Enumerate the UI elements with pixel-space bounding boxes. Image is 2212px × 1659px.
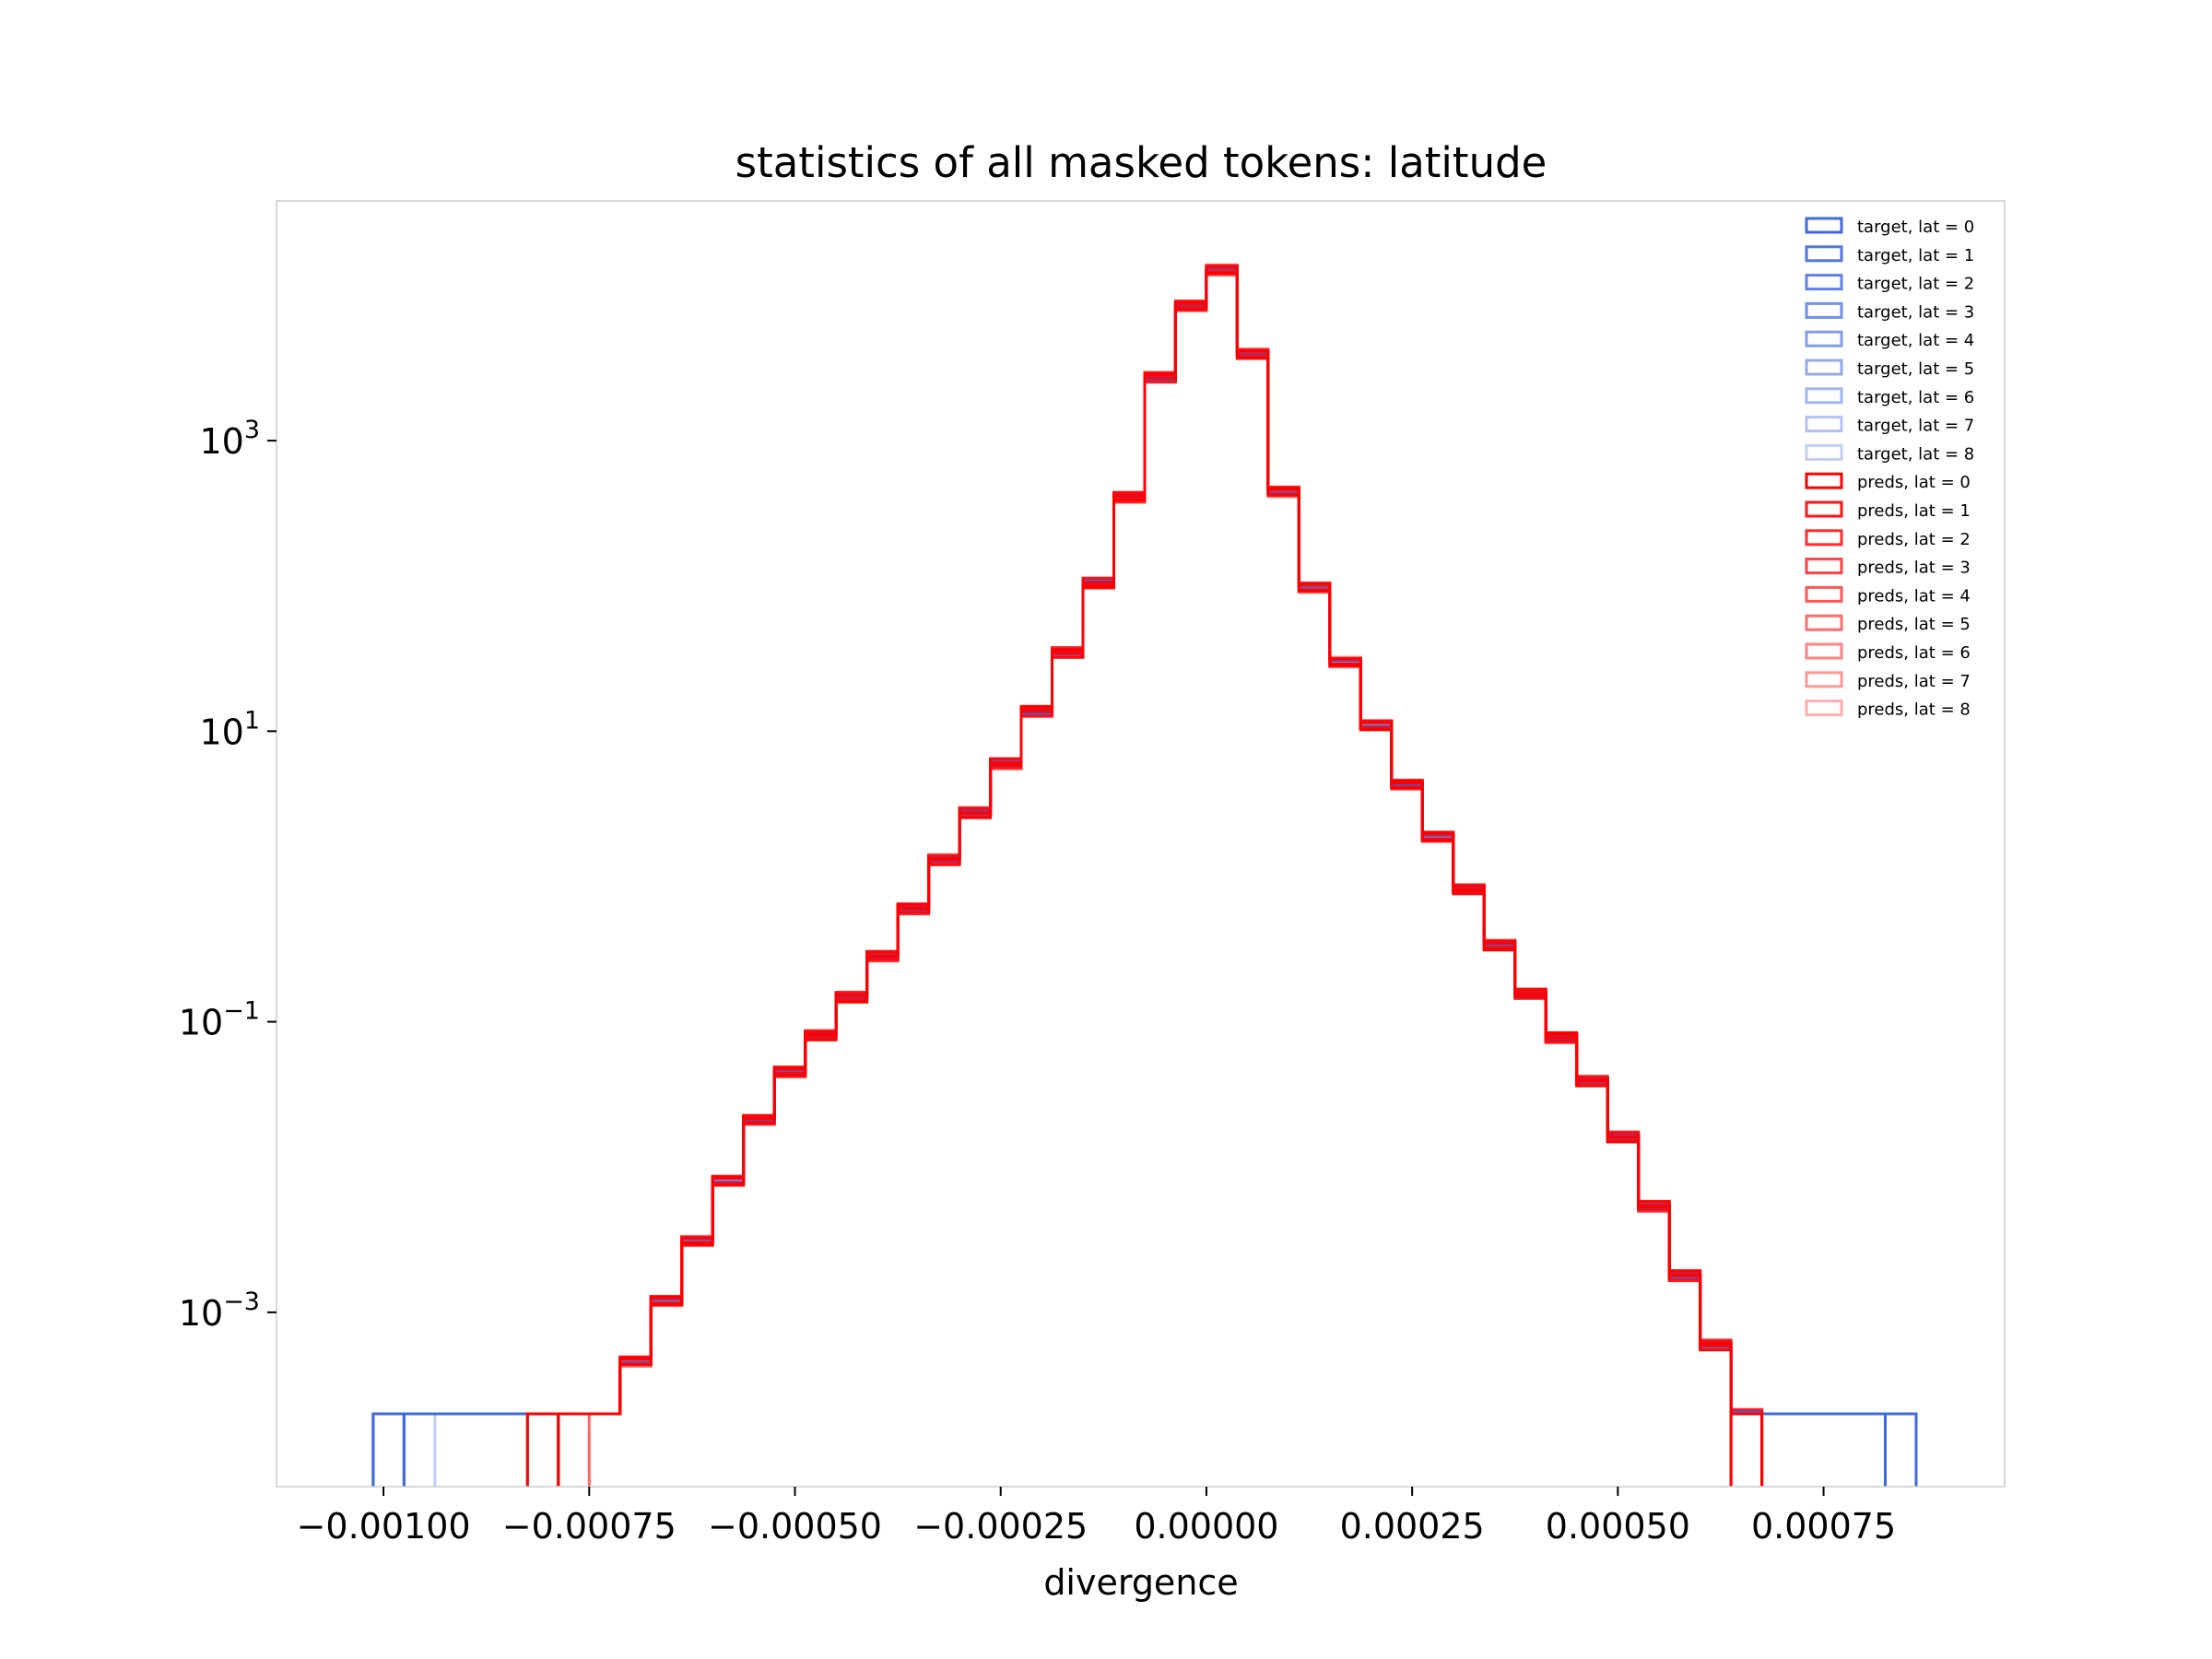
legend-label: target, lat = 6 <box>1857 388 1974 407</box>
legend-label: target, lat = 0 <box>1857 218 1974 237</box>
legend-swatch <box>1805 217 1843 234</box>
legend-label: target, lat = 3 <box>1857 302 1974 322</box>
legend-swatch <box>1805 642 1843 660</box>
legend-swatch <box>1805 700 1843 717</box>
legend-label: target, lat = 4 <box>1857 331 1974 350</box>
x-tick-label: −0.00050 <box>708 1506 882 1547</box>
histogram-series-preds-lat-8 <box>587 273 1733 1487</box>
x-tick-label: 0.00025 <box>1340 1506 1485 1547</box>
x-axis: −0.00100 −0.00075 −0.00050 −0.00025 0.00000 0… <box>297 1487 1896 1547</box>
plot-frame <box>276 200 2006 1488</box>
legend-label: target, lat = 7 <box>1857 417 1974 436</box>
legend-label: preds, lat = 1 <box>1857 501 1971 521</box>
x-tick-label: −0.00025 <box>913 1506 1088 1547</box>
y-tick-label: 10−1 <box>179 997 260 1043</box>
legend-label: target, lat = 8 <box>1857 444 1974 464</box>
chart-title: statistics of all masked tokens: latitud… <box>735 138 1547 187</box>
legend-swatch <box>1805 500 1843 518</box>
legend-label: preds, lat = 0 <box>1857 473 1971 492</box>
legend-swatch <box>1805 416 1843 433</box>
legend-label: preds, lat = 6 <box>1857 643 1971 663</box>
legend-label: preds, lat = 2 <box>1857 530 1971 549</box>
legend-label: preds, lat = 8 <box>1857 700 1971 720</box>
histogram-series-preds-lat-7 <box>587 268 1733 1487</box>
legend-swatch <box>1805 472 1843 489</box>
legend-label: preds, lat = 5 <box>1857 615 1971 634</box>
legend-label: target, lat = 5 <box>1857 359 1974 379</box>
histogram-series-preds-lat-5 <box>557 269 1733 1487</box>
legend-swatch <box>1805 301 1843 319</box>
legend-swatch <box>1805 529 1843 547</box>
legend-label: preds, lat = 3 <box>1857 559 1971 578</box>
legend-swatch <box>1805 359 1843 376</box>
legend-swatch <box>1805 274 1843 291</box>
y-tick-label: 101 <box>199 706 260 752</box>
legend-swatch <box>1805 330 1843 347</box>
legend-swatch <box>1805 585 1843 603</box>
x-axis-label: divergence <box>1043 1562 1238 1603</box>
y-tick-label: 103 <box>199 416 260 462</box>
legend: target, lat = 0 target, lat = 1 target, la… <box>1805 217 1974 720</box>
x-tick-label: −0.00100 <box>297 1506 471 1547</box>
legend-swatch <box>1805 671 1843 688</box>
histogram-series-preds-lat-6 <box>557 263 1733 1487</box>
legend-label: target, lat = 2 <box>1857 275 1974 294</box>
legend-label: preds, lat = 7 <box>1857 672 1971 691</box>
x-tick-label: 0.00075 <box>1751 1506 1896 1547</box>
legend-swatch <box>1805 443 1843 461</box>
histogram-series-layer <box>371 263 1918 1487</box>
x-tick-label: 0.00050 <box>1546 1506 1690 1547</box>
legend-swatch <box>1805 614 1843 631</box>
legend-swatch <box>1805 558 1843 575</box>
legend-swatch <box>1805 387 1843 405</box>
legend-swatch <box>1805 245 1843 263</box>
legend-label: target, lat = 1 <box>1857 246 1974 265</box>
legend-label: preds, lat = 4 <box>1857 586 1971 606</box>
x-tick-label: 0.00000 <box>1134 1506 1278 1547</box>
y-axis: 103 101 10−1 10−3 <box>179 416 276 1334</box>
x-tick-label: −0.00075 <box>502 1506 677 1547</box>
y-tick-label: 10−3 <box>179 1288 260 1334</box>
